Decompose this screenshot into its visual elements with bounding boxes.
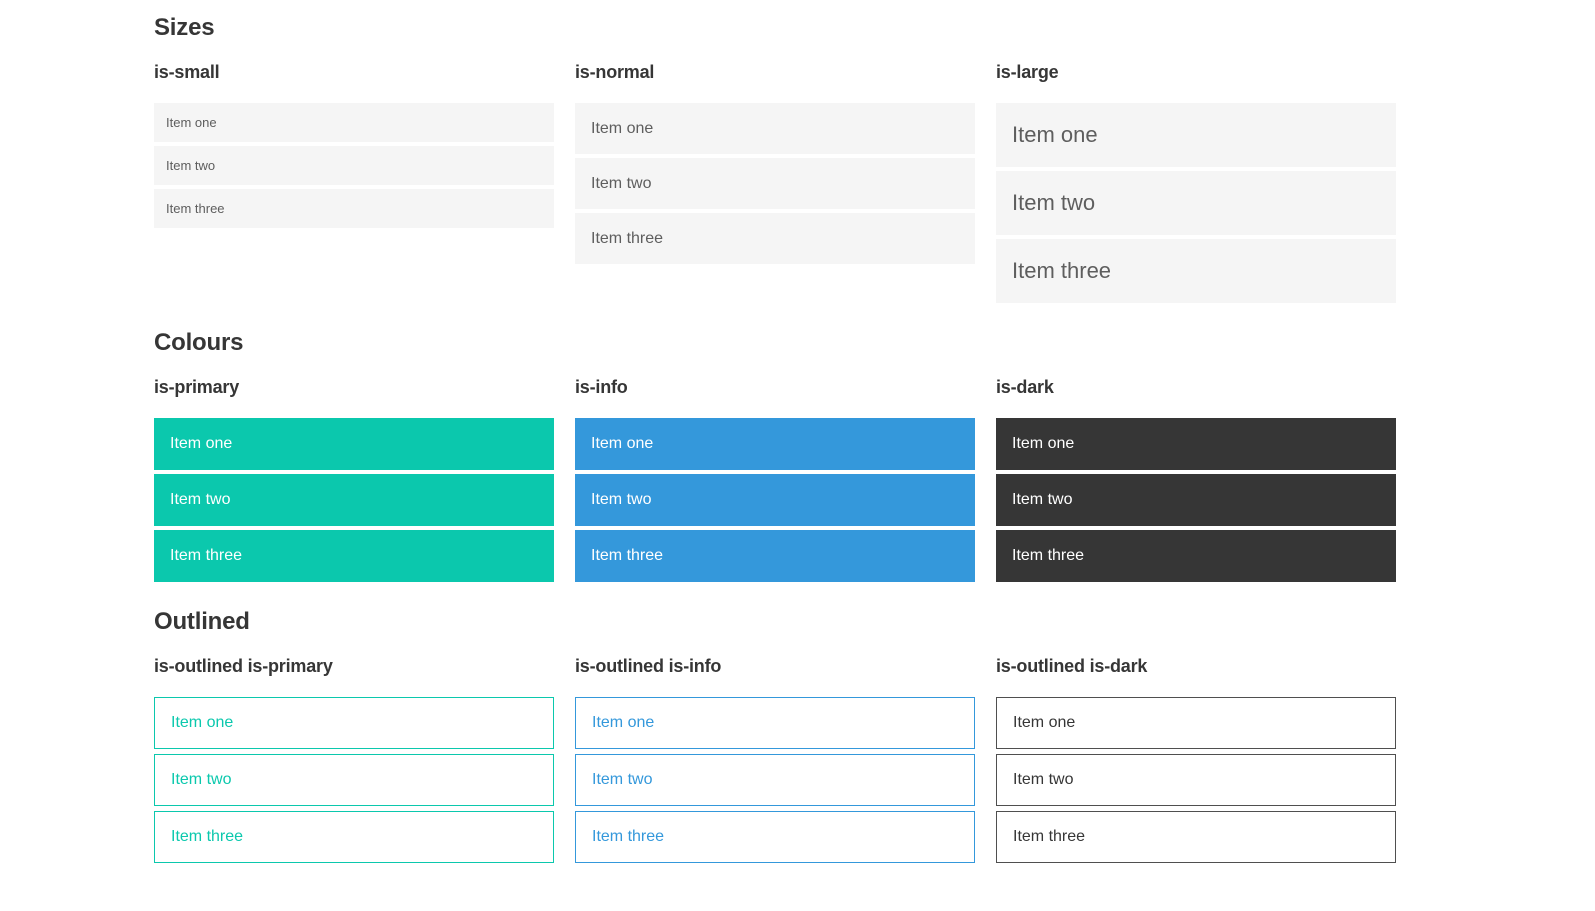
list-item[interactable]: Item two bbox=[996, 474, 1396, 526]
list-item-label: Item one bbox=[166, 115, 217, 130]
list-item-label: Item three bbox=[166, 201, 225, 216]
list-item-label: Item three bbox=[591, 547, 664, 564]
list-item-label: Item one bbox=[1013, 714, 1076, 731]
list-item-label: Item one bbox=[591, 119, 654, 137]
list-item-label: Item two bbox=[1013, 771, 1074, 788]
list-item[interactable]: Item two bbox=[575, 158, 975, 209]
list-item-label: Item one bbox=[591, 435, 654, 452]
group-primary: is-primary Item one Item two Item three bbox=[154, 377, 554, 586]
section-title: Sizes bbox=[154, 14, 215, 41]
section-colours: Colours is-primary Item one Item two Item th… bbox=[154, 329, 1396, 586]
group-label: is-primary bbox=[154, 377, 240, 397]
list-item[interactable]: Item one bbox=[575, 697, 975, 749]
group-grid: is-small Item one Item two Item three is-nor… bbox=[154, 62, 1396, 307]
list-item-label: Item three bbox=[1012, 258, 1112, 283]
list-item[interactable]: Item two bbox=[154, 754, 554, 806]
item-list: Item one Item two Item three bbox=[154, 103, 554, 228]
list-item[interactable]: Item one bbox=[154, 418, 554, 470]
list-item[interactable]: Item two bbox=[154, 146, 554, 185]
list-item[interactable]: Item one bbox=[154, 697, 554, 749]
item-list: Item one Item two Item three bbox=[996, 697, 1396, 863]
list-item-label: Item two bbox=[591, 491, 652, 508]
list-item-label: Item one bbox=[171, 714, 234, 731]
group-label: is-info bbox=[575, 377, 628, 397]
group-outlined-dark: is-outlined is-dark Item one Item two Item … bbox=[996, 656, 1396, 868]
list-item-label: Item two bbox=[592, 771, 653, 788]
component-showcase: Sizes is-small Item one Item two Item three i… bbox=[154, 14, 1396, 868]
list-item-label: Item two bbox=[166, 158, 216, 173]
item-list: Item one Item two Item three bbox=[575, 697, 975, 863]
item-list: Item one Item two Item three bbox=[575, 103, 975, 264]
section-outlined: Outlined is-outlined is-primary Item one It… bbox=[154, 608, 1396, 868]
list-item[interactable]: Item three bbox=[575, 811, 975, 863]
list-item[interactable]: Item two bbox=[154, 474, 554, 526]
group-small: is-small Item one Item two Item three bbox=[154, 62, 554, 232]
group-label: is-normal bbox=[575, 62, 655, 82]
list-item[interactable]: Item two bbox=[996, 754, 1396, 806]
section-title: Colours bbox=[154, 329, 244, 356]
list-item[interactable]: Item one bbox=[996, 697, 1396, 749]
group-label: is-dark bbox=[996, 377, 1054, 397]
section-sizes: Sizes is-small Item one Item two Item three i… bbox=[154, 14, 1396, 307]
list-item[interactable]: Item three bbox=[996, 530, 1396, 582]
item-list: Item one Item two Item three bbox=[996, 103, 1396, 303]
list-item-label: Item three bbox=[170, 547, 243, 564]
list-item-label: Item two bbox=[1012, 190, 1096, 215]
list-item[interactable]: Item three bbox=[996, 239, 1396, 303]
list-item-label: Item two bbox=[1012, 491, 1073, 508]
list-item-label: Item three bbox=[171, 828, 244, 845]
group-grid: is-primary Item one Item two Item three is-i… bbox=[154, 377, 1396, 586]
group-large: is-large Item one Item two Item three bbox=[996, 62, 1396, 307]
list-item-label: Item two bbox=[171, 771, 232, 788]
list-item[interactable]: Item one bbox=[154, 103, 554, 142]
list-item[interactable]: Item three bbox=[154, 811, 554, 863]
group-outlined-info: is-outlined is-info Item one Item two Item … bbox=[575, 656, 975, 868]
group-info: is-info Item one Item two Item three bbox=[575, 377, 975, 586]
item-list: Item one Item two Item three bbox=[154, 697, 554, 863]
group-label: is-outlined is-dark bbox=[996, 656, 1148, 676]
group-dark: is-dark Item one Item two Item three bbox=[996, 377, 1396, 586]
list-item[interactable]: Item two bbox=[996, 171, 1396, 235]
list-item-label: Item three bbox=[1012, 547, 1085, 564]
group-grid: is-outlined is-primary Item one Item two It… bbox=[154, 656, 1396, 868]
section-title: Outlined bbox=[154, 608, 250, 635]
list-item-label: Item two bbox=[591, 174, 652, 192]
list-item-label: Item two bbox=[170, 491, 231, 508]
list-item-label: Item three bbox=[591, 229, 664, 247]
list-item[interactable]: Item three bbox=[154, 189, 554, 228]
list-item-label: Item one bbox=[1012, 122, 1098, 147]
list-item[interactable]: Item two bbox=[575, 474, 975, 526]
item-list: Item one Item two Item three bbox=[996, 418, 1396, 582]
list-item-label: Item three bbox=[592, 828, 665, 845]
list-item[interactable]: Item three bbox=[154, 530, 554, 582]
list-item[interactable]: Item three bbox=[575, 213, 975, 264]
list-item-label: Item one bbox=[170, 435, 233, 452]
list-item-label: Item three bbox=[1013, 828, 1086, 845]
group-label: is-large bbox=[996, 62, 1059, 82]
group-label: is-small bbox=[154, 62, 220, 82]
list-item[interactable]: Item one bbox=[575, 418, 975, 470]
list-item-label: Item one bbox=[1012, 435, 1075, 452]
group-normal: is-normal Item one Item two Item three bbox=[575, 62, 975, 268]
group-label: is-outlined is-primary bbox=[154, 656, 333, 676]
list-item-label: Item one bbox=[592, 714, 655, 731]
list-item[interactable]: Item one bbox=[575, 103, 975, 154]
item-list: Item one Item two Item three bbox=[575, 418, 975, 582]
list-item[interactable]: Item two bbox=[575, 754, 975, 806]
item-list: Item one Item two Item three bbox=[154, 418, 554, 582]
list-item[interactable]: Item three bbox=[575, 530, 975, 582]
list-item[interactable]: Item one bbox=[996, 418, 1396, 470]
list-item[interactable]: Item one bbox=[996, 103, 1396, 167]
group-outlined-primary: is-outlined is-primary Item one Item two It… bbox=[154, 656, 554, 868]
list-item[interactable]: Item three bbox=[996, 811, 1396, 863]
group-label: is-outlined is-info bbox=[575, 656, 722, 676]
